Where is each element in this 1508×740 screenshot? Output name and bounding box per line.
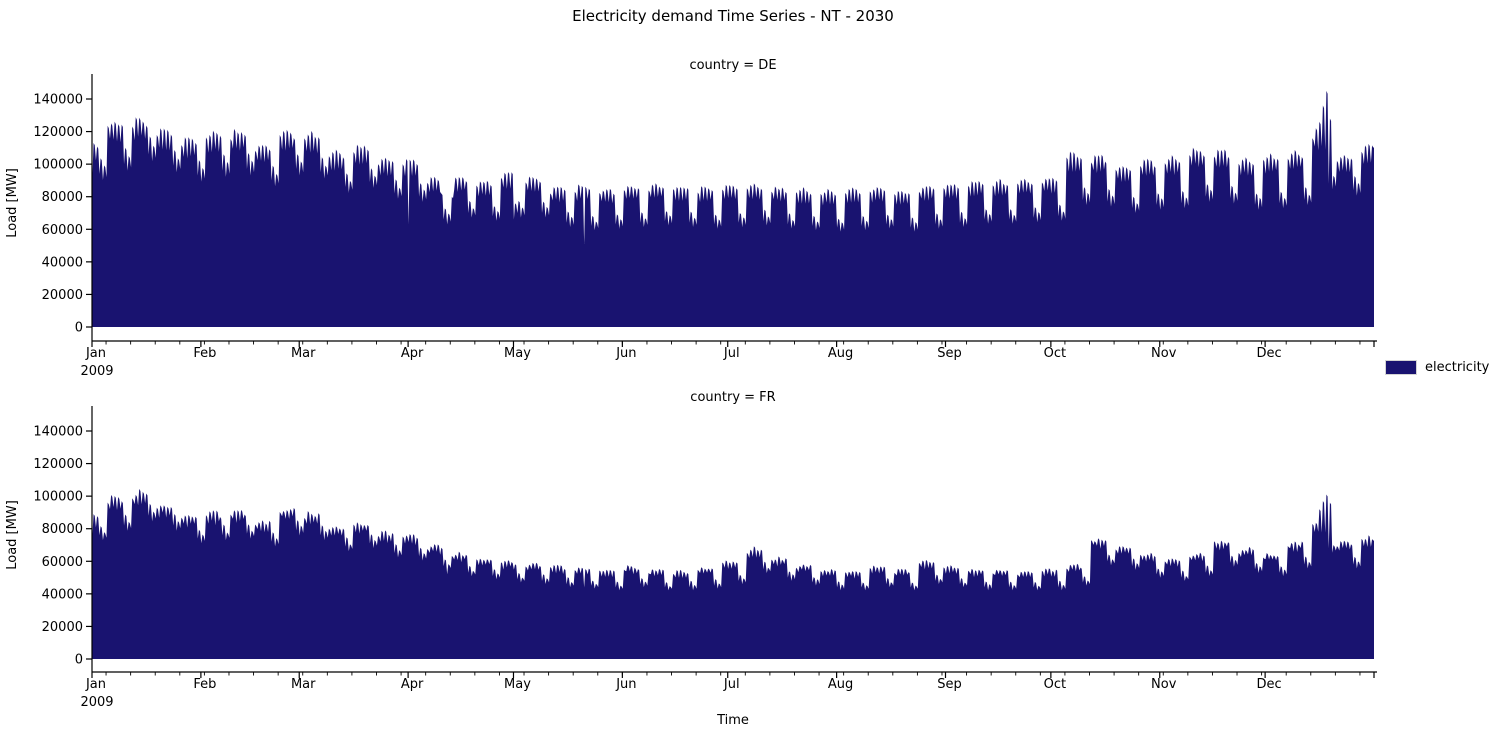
x-tick-label-fr: Dec [1257,677,1282,692]
x-tick-label-de: Aug [828,346,853,361]
x-tick-label-de: May [504,346,531,361]
x-tick-label-de: Oct [1044,346,1066,361]
x-tick-label-fr: Sep [937,677,962,692]
y-tick-label-fr: 40000 [42,587,83,602]
figure-title: Electricity demand Time Series - NT - 20… [572,7,894,25]
x-tick-label-fr: Jun [615,677,636,692]
x-tick-label-fr: Mar [291,677,316,692]
x-tick-label-de: Dec [1257,346,1282,361]
x-tick-label-de: Feb [193,346,216,361]
x-tick-label-fr: May [504,677,531,692]
y-tick-label-de: 140000 [33,93,83,108]
x-tick-label-fr: Feb [193,677,216,692]
x-tick-label-de: Nov [1151,346,1177,361]
y-tick-label-fr: 140000 [33,425,83,440]
y-tick-label-fr: 80000 [42,522,83,537]
subplot-title-fr: country = FR [690,390,776,405]
y-tick-label-de: 20000 [42,288,83,303]
x-tick-label-de: Jun [615,346,636,361]
x-tick-label-fr: Nov [1151,677,1177,692]
x-tick-label-fr: Jul [723,677,740,692]
x-tick-label-de: Jan [85,346,106,361]
y-tick-label-fr: 0 [75,653,83,668]
x-tick-label-de: Sep [937,346,962,361]
y-axis-label-fr: Load [MW] [5,500,20,570]
legend-swatch-electricity [1385,360,1417,375]
y-tick-label-fr: 100000 [33,490,83,505]
y-axis-label-de: Load [MW] [5,168,20,238]
y-tick-label-de: 80000 [42,190,83,205]
x-tick-label-fr: Apr [401,677,424,692]
x-tick-label-de: Jul [723,346,740,361]
legend: electricity [1385,360,1489,375]
area-series-de [92,90,1374,327]
x-axis-label: Time [717,713,749,728]
x-tick-label-fr: Oct [1044,677,1066,692]
y-tick-label-fr: 120000 [33,457,83,472]
generated-plot-content: 0 20000 40000 60000 80000 100000 120000 140000 J… [33,74,1377,710]
x-tick-label-fr: Aug [828,677,853,692]
y-tick-label-fr: 60000 [42,555,83,570]
y-tick-label-de: 120000 [33,125,83,140]
x-tick-label-de: Mar [291,346,316,361]
y-tick-label-de: 0 [75,321,83,336]
x-tick-label-fr: Jan [85,677,106,692]
subplot-title-de: country = DE [689,58,777,73]
y-tick-label-de: 60000 [42,223,83,238]
y-tick-label-de: 100000 [33,158,83,173]
y-tick-label-de: 40000 [42,255,83,270]
area-series-fr [92,488,1374,659]
legend-label: electricity [1425,360,1490,375]
x-year-label-fr: 2009 [80,695,113,710]
x-year-label-de: 2009 [80,364,113,379]
y-tick-label-fr: 20000 [42,620,83,635]
x-tick-label-de: Apr [401,346,424,361]
